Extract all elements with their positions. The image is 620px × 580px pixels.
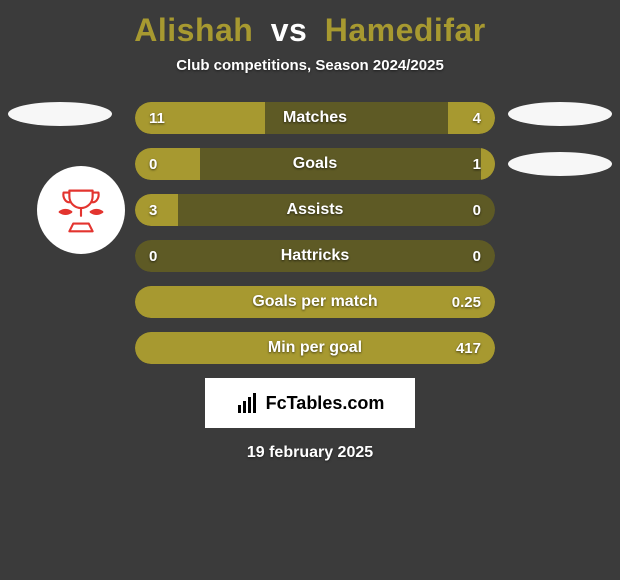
stat-bar-right-fill <box>481 148 495 180</box>
player1-name: Alishah <box>134 12 253 48</box>
stat-bars: Matches114 Goals01 Assists30 Hattricks00 Goa… <box>135 102 495 364</box>
decor-ellipse-top-right <box>508 102 612 126</box>
stat-bar-left-fill <box>135 194 178 226</box>
stat-bar-row: Goals per match0.25 <box>135 286 495 318</box>
decor-ellipse-mid-right <box>508 152 612 176</box>
branding-text: FcTables.com <box>266 393 385 414</box>
stat-bar-row: Goals01 <box>135 148 495 180</box>
content-area: Matches114 Goals01 Assists30 Hattricks00 Goa… <box>0 102 620 364</box>
stat-bar-base <box>135 240 495 272</box>
stat-bar-row: Min per goal417 <box>135 332 495 364</box>
stat-bar-left-fill <box>135 286 495 318</box>
stat-bar-row: Hattricks00 <box>135 240 495 272</box>
stat-bar-row: Matches114 <box>135 102 495 134</box>
vs-text: vs <box>271 12 308 48</box>
stat-bar-left-fill <box>135 102 265 134</box>
subtitle: Club competitions, Season 2024/2025 <box>0 57 620 74</box>
stat-bar-base <box>135 194 495 226</box>
decor-ellipse-top-left <box>8 102 112 126</box>
trophy-icon <box>50 179 112 241</box>
branding-badge: FcTables.com <box>205 378 415 428</box>
player2-name: Hamedifar <box>325 12 486 48</box>
stat-bar-left-fill <box>135 332 495 364</box>
stat-bar-left-fill <box>135 148 200 180</box>
comparison-title: Alishah vs Hamedifar <box>0 0 620 49</box>
chart-icon <box>236 391 260 415</box>
stat-bar-right-fill <box>448 102 495 134</box>
team-logo-circle <box>37 166 125 254</box>
stat-bar-row: Assists30 <box>135 194 495 226</box>
date-text: 19 february 2025 <box>0 444 620 462</box>
